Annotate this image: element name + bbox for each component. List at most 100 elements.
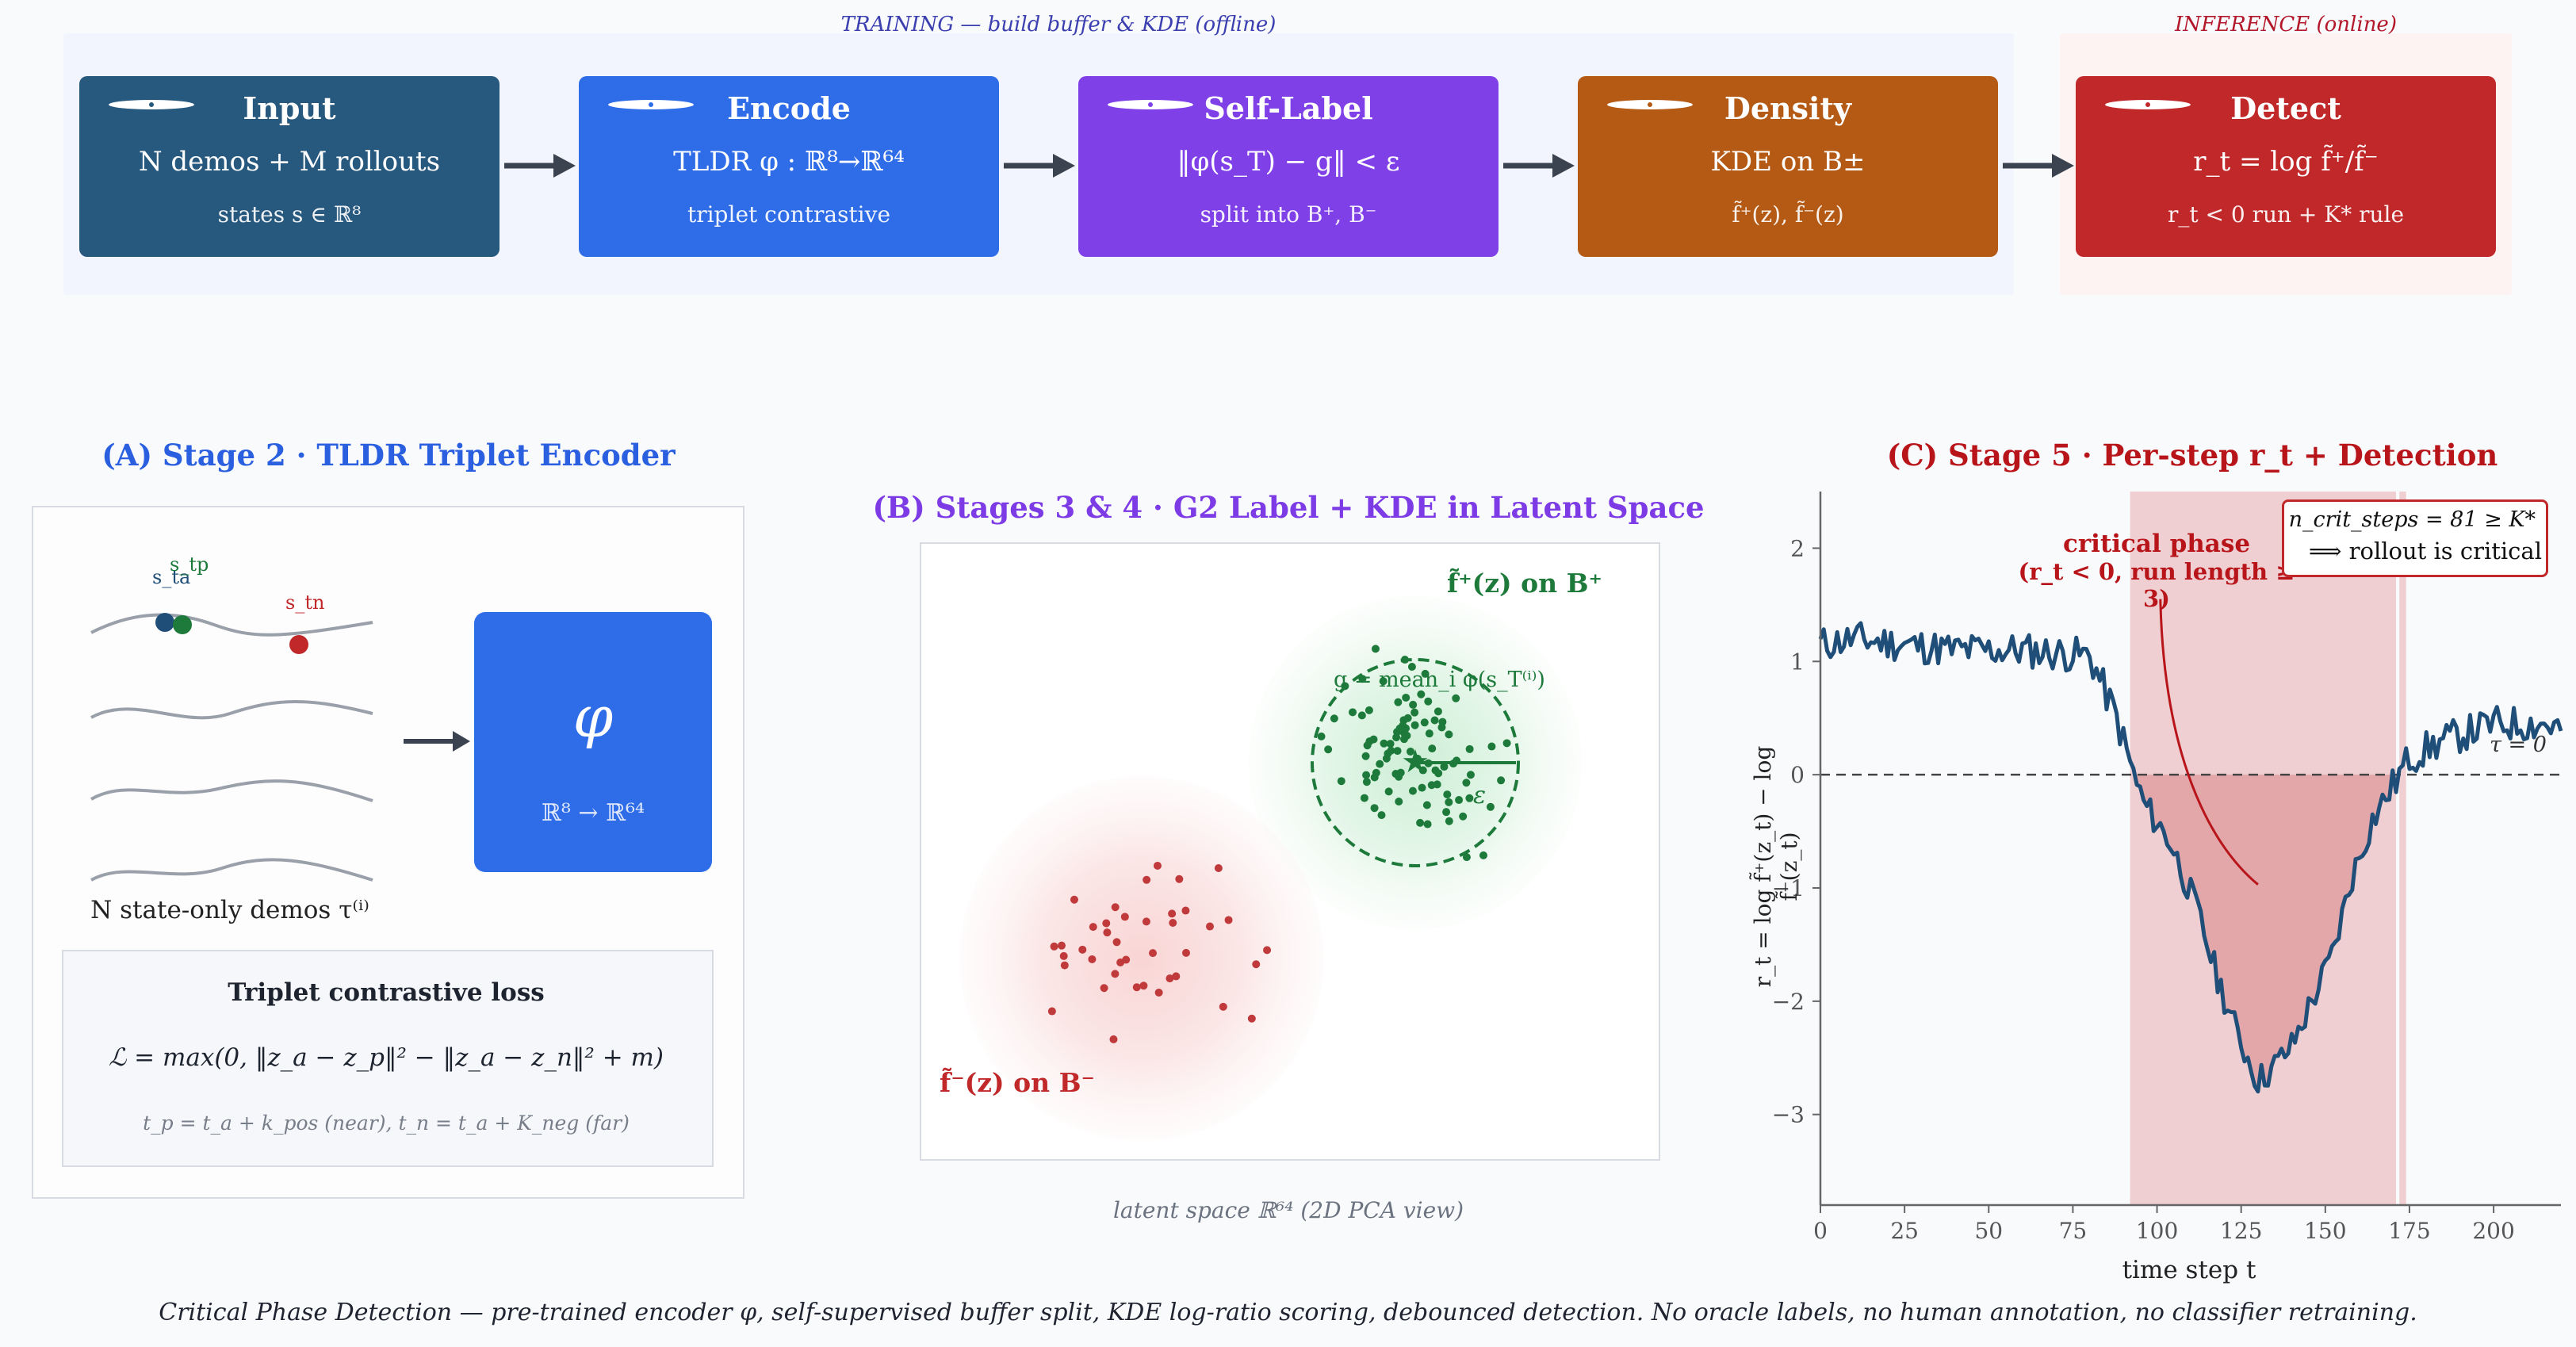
stage-sub: r_t < 0 run + K* rule: [2167, 201, 2405, 228]
plus-point: [1361, 752, 1370, 760]
minus-point: [1149, 949, 1158, 958]
plus-point: [1455, 796, 1464, 805]
plus-point: [1462, 853, 1471, 862]
minus-point: [1100, 984, 1108, 993]
minus-point: [1139, 982, 1148, 990]
plus-point: [1409, 700, 1418, 709]
plus-point: [1392, 733, 1401, 742]
y-tick-label: 1: [1790, 649, 1805, 675]
x-tick-label: 25: [1890, 1218, 1919, 1244]
plus-point: [1465, 794, 1474, 802]
minus-point: [1263, 946, 1272, 955]
stage-main: TLDR φ : ℝ⁸→ℝ⁶⁴: [673, 146, 905, 178]
encoder-symbol: φ: [572, 683, 614, 750]
minus-point: [1059, 951, 1068, 960]
inference-label: INFERENCE (online): [2175, 13, 2397, 36]
plus-point: [1497, 776, 1506, 785]
plus-point: [1421, 669, 1430, 678]
minus-point: [1132, 983, 1141, 992]
minus-point: [1168, 909, 1177, 918]
critical-span-2: [2399, 492, 2406, 1205]
plus-point: [1466, 771, 1475, 779]
minus-point: [1219, 1002, 1227, 1011]
plus-point: [1365, 706, 1373, 714]
plus-point: [1402, 724, 1410, 733]
f-minus-label: f̃⁻(z) on B⁻: [940, 1067, 1095, 1098]
minus-point: [1169, 919, 1177, 928]
minus-point: [1089, 923, 1097, 932]
chart-xlabel: time step t: [2122, 1256, 2256, 1284]
plus-point: [1430, 716, 1439, 725]
minus-point: [1224, 916, 1233, 924]
stage-sub: triplet contrastive: [687, 201, 891, 228]
y-tick-label: −2: [1772, 989, 1805, 1015]
minus-point: [1172, 972, 1181, 981]
y-tick-label: 0: [1790, 762, 1805, 788]
loss-formula: ℒ = max(0, ‖z_a − z_p‖² − ‖z_a − z_n‖² +…: [108, 1043, 664, 1072]
plus-point: [1330, 714, 1338, 723]
demos-caption: N state-only demos τ⁽ⁱ⁾: [90, 896, 369, 924]
x-tick-label: 75: [2059, 1218, 2088, 1244]
stage-title: Input: [243, 90, 336, 126]
label-s-p: s_tp: [170, 553, 209, 576]
pipeline-arrow: [503, 146, 577, 189]
plus-point: [1395, 772, 1403, 781]
loss-box: [62, 950, 714, 1167]
stage-main: KDE on B±: [1710, 146, 1866, 178]
plus-point: [1434, 769, 1443, 778]
rt-series-line: [1818, 621, 2563, 1094]
x-tick-label: 100: [2136, 1218, 2178, 1244]
plus-point: [1371, 645, 1380, 653]
minus-point: [1143, 875, 1151, 884]
plus-point: [1407, 663, 1416, 672]
demo-trajectory-2: [90, 700, 373, 720]
latent-space-svg: ★: [959, 596, 1582, 1141]
annotation-title: critical phase: [2062, 530, 2251, 558]
panel-c-title: (C) Stage 5 · Per-step r_t + Detection: [1886, 438, 2498, 473]
plus-point: [1370, 804, 1379, 813]
plus-point: [1386, 740, 1395, 748]
plus-point: [1433, 707, 1442, 716]
plus-point: [1452, 694, 1460, 702]
buffer-minus-points: [1047, 861, 1272, 1043]
stage-icon: [2105, 100, 2191, 109]
plus-point: [1362, 771, 1371, 779]
plus-point: [1437, 723, 1446, 732]
stage-icon: [109, 100, 194, 109]
minus-point: [1120, 913, 1129, 921]
minus-point: [1112, 938, 1121, 947]
demo-trajectory-1: [90, 613, 373, 637]
plus-point: [1357, 711, 1366, 720]
demo-trajectory-3: [90, 779, 373, 802]
minus-point: [1060, 961, 1069, 970]
goal-star: ★: [1401, 744, 1430, 780]
plus-point: [1440, 763, 1449, 771]
minus-point: [1153, 861, 1162, 870]
stage-icon: [1108, 100, 1193, 109]
stage-title: Encode: [727, 90, 851, 126]
minus-point: [1102, 919, 1111, 928]
plus-point: [1445, 730, 1453, 739]
stage-self-label: Self-Label ‖φ(s_T) − g‖ < ε split into B⁺,…: [1078, 76, 1499, 257]
kde-minus-blob: [959, 776, 1324, 1141]
plus-point: [1416, 818, 1425, 827]
x-tick-label: 0: [1813, 1218, 1828, 1244]
annotation-sub: (r_t < 0, run length ≥ 3): [2018, 558, 2295, 612]
stage-main: r_t = log f̃⁺/f̃⁻: [2193, 146, 2379, 178]
tau-label: τ = 0: [2490, 733, 2547, 757]
epsilon-label: ε: [1473, 782, 1487, 809]
stage-sub: split into B⁺, B⁻: [1200, 201, 1377, 228]
plus-point: [1402, 693, 1410, 702]
loss-note: t_p = t_a + k_pos (near), t_n = t_a + K_…: [143, 1112, 630, 1135]
plus-point: [1369, 735, 1378, 744]
minus-point: [1103, 928, 1112, 937]
stage-title: Self-Label: [1204, 90, 1373, 126]
minus-point: [1154, 988, 1163, 997]
plus-point: [1427, 781, 1436, 790]
footer-caption: Critical Phase Detection — pre-trained e…: [159, 1299, 2417, 1326]
stage-encode: Encode TLDR φ : ℝ⁸→ℝ⁶⁴ triplet contrastive: [579, 76, 999, 257]
plus-point: [1395, 724, 1404, 733]
anchor-point: [155, 613, 174, 632]
stage-input: Input N demos + M rollouts states s ∈ ℝ⁸: [79, 76, 500, 257]
panel-a-demos-svg: [90, 613, 373, 882]
